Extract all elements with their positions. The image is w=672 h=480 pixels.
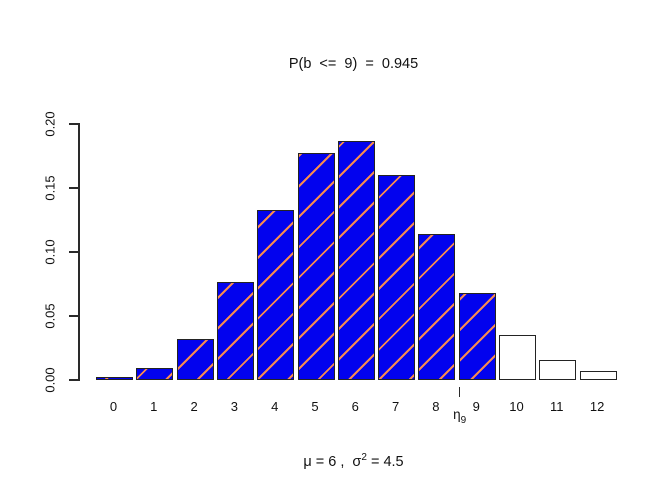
y-tick-label-0.05: 0.05 [42,303,58,329]
bar-7 [378,174,416,380]
y-tick-label-0.20: 0.20 [42,111,58,137]
bar-2 [176,338,214,380]
bar-9 [458,292,496,380]
bar-6 [337,140,375,380]
x-tick-label-4: 4 [271,399,279,414]
x-tick-label-7: 7 [391,399,400,414]
x-tick-label-3: 3 [230,399,238,414]
y-tick-label-0.15: 0.15 [42,175,58,201]
bar-0 [96,376,133,380]
x-tick-label-9: 9 [472,399,480,414]
x-tick-label-11: 11 [550,399,564,414]
x-tick-label-2: 2 [190,399,198,414]
bar-3 [216,281,254,380]
bar-4 [257,209,295,380]
quantile-symbol: η [453,407,461,422]
y-tick-0.00 [69,379,78,381]
quantile-label: η9 [453,407,467,426]
y-tick-label-0.10: 0.10 [42,239,58,265]
y-tick-0.20 [69,123,78,125]
sigma-exponent: 2 [361,452,367,463]
y-tick-0.05 [69,315,78,317]
bar-11 [539,359,577,380]
bar-10 [499,335,536,380]
x-tick-label-8: 8 [432,399,440,414]
mu-sigma-pre: μ = 6 , σ [303,454,362,470]
x-tick-label-12: 12 [589,399,605,414]
y-tick-0.15 [69,187,78,189]
bar-5 [297,153,335,380]
mu-sigma-post: = 4.5 [366,454,404,470]
y-axis-line [78,123,80,381]
plot-title: P(b <= 9) = 0.945 [288,56,419,72]
bar-12 [579,371,617,380]
bar-8 [418,234,456,380]
quantile-subscript: 9 [460,415,467,426]
y-tick-label-0.00: 0.00 [42,367,58,393]
x-axis-title: μ = 6 , σ2 = 4.5 [96,452,611,470]
x-tick-label-6: 6 [351,399,359,414]
x-tick-label-10: 10 [509,399,524,414]
x-tick-label-1: 1 [150,399,158,414]
x-tick-label-0: 0 [109,399,118,414]
x-tick-label-5: 5 [311,399,319,414]
y-tick-0.10 [69,251,78,253]
quantile-tick-mark [458,387,461,397]
bar-1 [136,367,174,380]
